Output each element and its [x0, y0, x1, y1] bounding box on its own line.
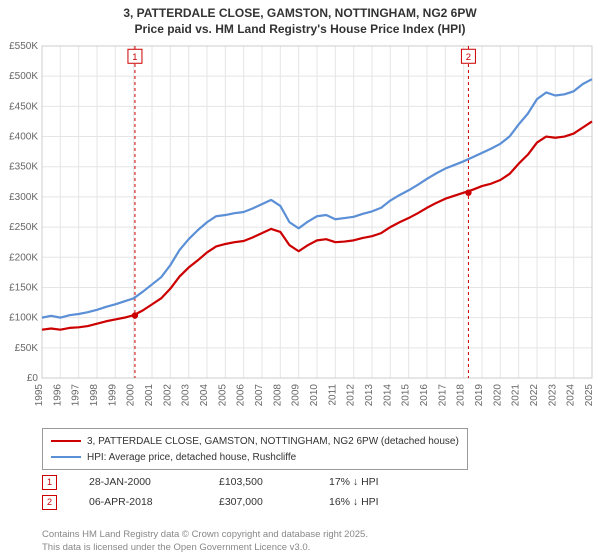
- chart-svg: £0 £50K £100K £150K £200K £250K £300K £350K £400…: [0, 42, 600, 422]
- sale-date: 28-JAN-2000: [89, 476, 219, 488]
- svg-text:2016: 2016: [419, 384, 430, 407]
- sales-row: 2 06-APR-2018£307,00016% ↓ HPI: [42, 492, 459, 512]
- svg-text:£50K: £50K: [15, 343, 39, 354]
- legend-row: HPI: Average price, detached house, Rush…: [51, 449, 459, 465]
- sales-table: 1 28-JAN-2000£103,50017% ↓ HPI 2 06-APR-201…: [42, 472, 459, 512]
- svg-text:2005: 2005: [217, 384, 228, 407]
- sale-marker-box: 1: [42, 475, 57, 490]
- svg-text:2018: 2018: [456, 384, 467, 407]
- svg-text:2006: 2006: [236, 384, 247, 407]
- sale-price: £307,000: [219, 496, 329, 508]
- chart-plot: £0 £50K £100K £150K £200K £250K £300K £350K £400…: [0, 42, 600, 422]
- svg-text:2002: 2002: [162, 384, 173, 407]
- svg-text:2013: 2013: [364, 384, 375, 407]
- chart-title: 3, PATTERDALE CLOSE, GAMSTON, NOTTINGHAM…: [0, 0, 600, 37]
- svg-text:2024: 2024: [566, 384, 577, 407]
- legend-label: HPI: Average price, detached house, Rush…: [87, 452, 296, 463]
- svg-text:1997: 1997: [71, 384, 82, 407]
- legend: 3, PATTERDALE CLOSE, GAMSTON, NOTTINGHAM…: [42, 428, 468, 470]
- legend-row: 3, PATTERDALE CLOSE, GAMSTON, NOTTINGHAM…: [51, 433, 459, 449]
- svg-text:2007: 2007: [254, 384, 265, 407]
- svg-text:1995: 1995: [34, 384, 45, 407]
- svg-text:£150K: £150K: [9, 282, 38, 293]
- footer-line-2: This data is licensed under the Open Gov…: [42, 542, 310, 553]
- svg-text:£100K: £100K: [9, 313, 38, 324]
- svg-text:1999: 1999: [107, 384, 118, 407]
- svg-text:2011: 2011: [327, 384, 338, 406]
- svg-text:£0: £0: [27, 373, 39, 384]
- sale-price: £103,500: [219, 476, 329, 488]
- svg-text:2022: 2022: [529, 384, 540, 407]
- svg-text:1: 1: [132, 52, 137, 63]
- svg-text:2004: 2004: [199, 384, 210, 407]
- svg-text:2015: 2015: [401, 384, 412, 407]
- svg-text:£500K: £500K: [9, 71, 38, 82]
- svg-text:2000: 2000: [126, 384, 137, 407]
- svg-text:£250K: £250K: [9, 222, 38, 233]
- svg-text:2020: 2020: [492, 384, 503, 407]
- svg-text:£400K: £400K: [9, 132, 38, 143]
- svg-text:2017: 2017: [437, 384, 448, 407]
- svg-text:2010: 2010: [309, 384, 320, 407]
- footer-line-1: Contains HM Land Registry data © Crown c…: [42, 529, 368, 540]
- svg-text:2025: 2025: [584, 384, 595, 407]
- footer-attribution: Contains HM Land Registry data © Crown c…: [42, 529, 368, 554]
- svg-text:2023: 2023: [547, 384, 558, 407]
- svg-text:£300K: £300K: [9, 192, 38, 203]
- svg-text:2008: 2008: [272, 384, 283, 407]
- legend-swatch: [51, 440, 81, 442]
- svg-text:£350K: £350K: [9, 162, 38, 173]
- svg-text:2001: 2001: [144, 384, 155, 407]
- chart-container: 3, PATTERDALE CLOSE, GAMSTON, NOTTINGHAM…: [0, 0, 600, 560]
- svg-text:£450K: £450K: [9, 101, 38, 112]
- sale-delta: 16% ↓ HPI: [329, 496, 459, 508]
- title-line-1: 3, PATTERDALE CLOSE, GAMSTON, NOTTINGHAM…: [123, 6, 476, 20]
- svg-text:1998: 1998: [89, 384, 100, 407]
- svg-text:1996: 1996: [52, 384, 63, 407]
- svg-text:2012: 2012: [346, 384, 357, 407]
- svg-text:2003: 2003: [181, 384, 192, 407]
- svg-text:2019: 2019: [474, 384, 485, 407]
- svg-text:2: 2: [466, 52, 471, 63]
- legend-swatch: [51, 456, 81, 458]
- svg-text:£550K: £550K: [9, 42, 38, 52]
- legend-label: 3, PATTERDALE CLOSE, GAMSTON, NOTTINGHAM…: [87, 436, 459, 447]
- sale-date: 06-APR-2018: [89, 496, 219, 508]
- sale-marker-box: 2: [42, 495, 57, 510]
- sales-row: 1 28-JAN-2000£103,50017% ↓ HPI: [42, 472, 459, 492]
- svg-text:2009: 2009: [291, 384, 302, 407]
- svg-text:2014: 2014: [382, 384, 393, 407]
- title-line-2: Price paid vs. HM Land Registry's House …: [135, 22, 466, 36]
- sale-delta: 17% ↓ HPI: [329, 476, 459, 488]
- svg-text:2021: 2021: [511, 384, 522, 407]
- svg-text:£200K: £200K: [9, 252, 38, 263]
